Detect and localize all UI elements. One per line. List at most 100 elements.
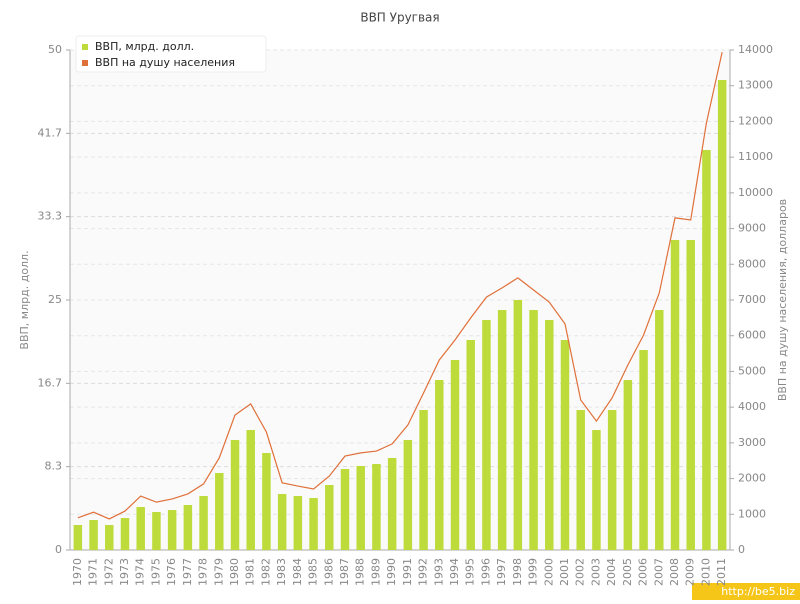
x-tick-label: 1974 xyxy=(134,558,147,586)
line xyxy=(77,52,723,520)
x-tick-label: 1978 xyxy=(197,558,210,586)
x-tick-label: 1970 xyxy=(71,558,84,586)
bar xyxy=(655,310,664,550)
y-tick-label: 16.7 xyxy=(38,376,63,389)
bar xyxy=(670,240,680,550)
x-tick-label: 1995 xyxy=(464,558,477,586)
x-tick-label: 2010 xyxy=(699,558,712,586)
bar xyxy=(183,505,193,550)
bar xyxy=(325,485,334,550)
bar xyxy=(513,300,523,550)
x-tick-label: 2009 xyxy=(684,558,697,586)
bar xyxy=(372,464,381,550)
bar xyxy=(482,320,491,550)
bar xyxy=(576,410,585,550)
x-tick-label: 1985 xyxy=(307,558,320,586)
y-tick-label: 8.3 xyxy=(45,460,63,473)
x-tick-label: 2005 xyxy=(621,558,634,586)
y2-tick-label: 13000 xyxy=(738,79,773,92)
bar xyxy=(387,458,397,550)
y-axis-label: ВВП, млрд. долл. xyxy=(18,250,31,349)
bar xyxy=(73,525,83,550)
bar xyxy=(497,310,507,550)
bar xyxy=(136,507,145,550)
x-tick-label: 2006 xyxy=(637,558,650,586)
legend-swatch xyxy=(82,44,88,50)
x-tick-label: 1980 xyxy=(228,558,241,586)
x-tick-label: 2008 xyxy=(668,558,681,586)
x-tick-label: 1996 xyxy=(479,558,492,586)
bar xyxy=(230,440,240,550)
y2-tick-label: 6000 xyxy=(738,329,766,342)
x-tick-label: 2002 xyxy=(574,558,587,586)
y2-tick-label: 8000 xyxy=(738,257,766,270)
bar xyxy=(105,525,114,550)
y2-tick-label: 11000 xyxy=(738,150,773,163)
bar xyxy=(262,453,271,550)
bar xyxy=(167,510,177,550)
bar xyxy=(686,240,695,550)
bar xyxy=(215,473,224,550)
bar xyxy=(607,410,617,550)
watermark-bg xyxy=(692,583,800,600)
y-tick-label: 33.3 xyxy=(38,210,63,223)
bar xyxy=(293,496,303,550)
x-tick-label: 1990 xyxy=(385,558,398,586)
x-tick-label: 1992 xyxy=(417,558,430,586)
bar xyxy=(309,498,318,550)
x-tick-label: 1984 xyxy=(291,558,304,586)
y-tick-label: 50 xyxy=(48,43,62,56)
bar xyxy=(152,512,161,550)
x-tick-label: 1973 xyxy=(118,558,131,586)
y2-tick-label: 5000 xyxy=(738,364,766,377)
y2-tick-label: 4000 xyxy=(738,400,766,413)
x-tick-label: 2003 xyxy=(589,558,602,586)
x-tick-label: 1972 xyxy=(102,558,115,586)
legend-swatch xyxy=(82,60,88,66)
bar xyxy=(419,410,428,550)
legend-box xyxy=(75,35,267,73)
bar xyxy=(545,320,554,550)
x-tick-label: 1988 xyxy=(354,558,367,586)
x-tick-label: 1999 xyxy=(527,558,540,586)
bar xyxy=(560,340,570,550)
bar xyxy=(639,350,648,550)
y2-axis-label: ВВП на душу населения, долларов xyxy=(776,199,789,401)
bar xyxy=(435,380,444,550)
x-tick-label: 2011 xyxy=(715,558,728,586)
chart-title: ВВП Уругвая xyxy=(360,11,439,25)
bar xyxy=(623,380,633,550)
y2-tick-label: 7000 xyxy=(738,293,766,306)
bar xyxy=(450,360,460,550)
y-tick-label: 0 xyxy=(55,543,62,556)
x-tick-label: 2007 xyxy=(652,558,665,586)
x-tick-label: 1991 xyxy=(401,558,414,586)
x-tick-label: 1989 xyxy=(369,558,382,586)
y2-tick-label: 1000 xyxy=(738,507,766,520)
y2-tick-label: 9000 xyxy=(738,222,766,235)
x-tick-label: 1977 xyxy=(181,558,194,586)
bar xyxy=(403,440,413,550)
x-tick-label: 1975 xyxy=(149,558,162,586)
y2-tick-label: 2000 xyxy=(738,472,766,485)
watermark: http://be5.biz xyxy=(721,585,795,598)
x-tick-label: 1987 xyxy=(338,558,351,586)
y-tick-label: 41.7 xyxy=(38,126,63,139)
bar xyxy=(89,520,98,550)
x-tick-label: 1986 xyxy=(322,558,335,586)
x-tick-label: 1981 xyxy=(244,558,257,586)
x-tick-label: 1993 xyxy=(432,558,445,586)
bar xyxy=(702,150,711,550)
x-tick-label: 1983 xyxy=(275,558,288,586)
bar xyxy=(340,469,350,550)
x-tick-label: 1994 xyxy=(448,558,461,586)
legend-label: ВВП, млрд. долл. xyxy=(95,40,194,53)
bar xyxy=(277,494,287,550)
y2-tick-label: 0 xyxy=(738,543,745,556)
y2-tick-label: 14000 xyxy=(738,43,773,56)
bar xyxy=(717,80,727,550)
y2-tick-label: 3000 xyxy=(738,436,766,449)
x-tick-label: 1998 xyxy=(511,558,524,586)
x-tick-label: 1997 xyxy=(495,558,508,586)
